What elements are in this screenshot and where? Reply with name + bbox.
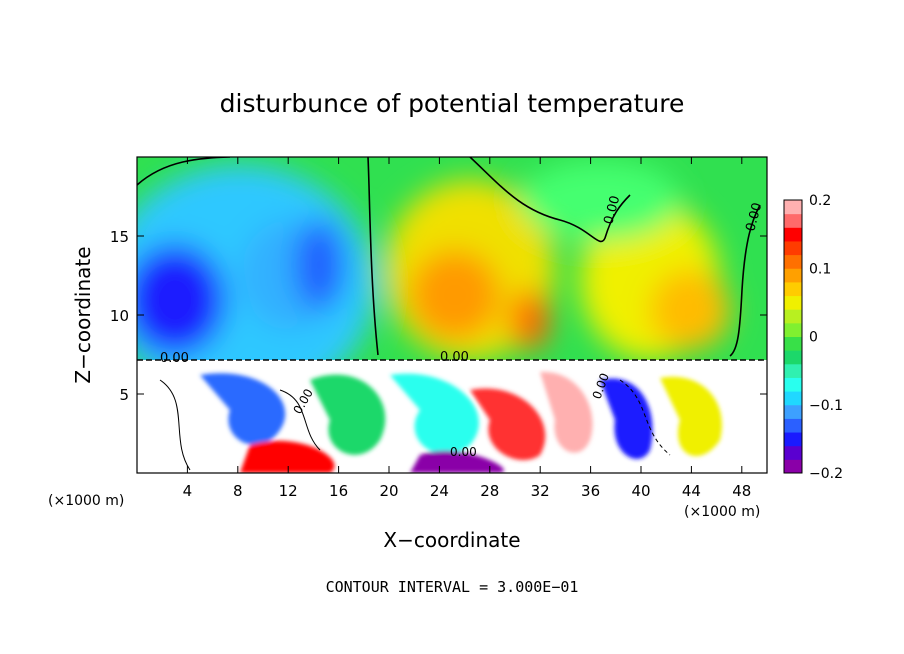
x-tick-label: 8 bbox=[233, 482, 243, 500]
colorbar-swatch bbox=[784, 227, 802, 242]
contour-label: 0.00 bbox=[450, 445, 477, 459]
x-tick-label: 40 bbox=[631, 482, 650, 500]
colorbar-swatch bbox=[784, 445, 802, 460]
x-tick-label: 4 bbox=[183, 482, 193, 500]
x-tick-label: 20 bbox=[379, 482, 398, 500]
colorbar-tick-label: −0.2 bbox=[809, 466, 843, 482]
chart-title: disturbunce of potential temperature bbox=[220, 89, 685, 118]
colorbar-swatch bbox=[784, 336, 802, 351]
colorbar-swatch bbox=[784, 391, 802, 406]
contour-interval-note: CONTOUR INTERVAL = 3.000E−01 bbox=[326, 578, 579, 596]
y-axis-label: Z−coordinate bbox=[71, 246, 95, 383]
colorbar-frame bbox=[783, 199, 803, 474]
x-axis-label: X−coordinate bbox=[383, 528, 520, 552]
colorbar-swatch bbox=[784, 418, 802, 433]
colorbar-tick-label: 0.1 bbox=[809, 261, 831, 277]
heatmap-field bbox=[137, 157, 767, 473]
contour-label: 0.00 bbox=[743, 201, 765, 233]
colorbar-swatch bbox=[784, 295, 802, 310]
colorbar-swatch bbox=[784, 240, 802, 256]
y-tick-label: 10 bbox=[110, 307, 129, 325]
x-tick-label: 12 bbox=[279, 482, 298, 500]
y-axis-ticks: 5 10 15 bbox=[110, 228, 767, 404]
colorbar-swatch bbox=[784, 200, 802, 215]
colorbar-swatch bbox=[784, 350, 802, 365]
colorbar-tick-label: 0.2 bbox=[809, 193, 831, 209]
colorbar-swatch bbox=[784, 213, 802, 228]
colorbar-swatch bbox=[784, 363, 802, 378]
colorbar-swatch bbox=[784, 281, 802, 297]
x-tick-label: 24 bbox=[430, 482, 449, 500]
x-tick-label: 32 bbox=[531, 482, 550, 500]
colorbar-swatch bbox=[784, 268, 802, 283]
colorbar-tick-label: 0 bbox=[809, 330, 818, 346]
colorbar-swatch bbox=[784, 432, 802, 447]
colorbar bbox=[783, 199, 803, 474]
contour-label: 0.00 bbox=[601, 194, 623, 226]
x-tick-label: 44 bbox=[682, 482, 701, 500]
contour-label: 0.00 bbox=[160, 351, 189, 366]
colorbar-ticks: 0.2 0.1 0 −0.1 −0.2 bbox=[809, 193, 843, 482]
colorbar-swatch bbox=[784, 459, 802, 474]
colorbar-swatch bbox=[784, 309, 802, 324]
contour-label: 0.00 bbox=[440, 350, 469, 365]
y-tick-label: 15 bbox=[110, 228, 129, 246]
colorbar-swatch bbox=[784, 377, 802, 392]
colorbar-swatch bbox=[784, 322, 802, 337]
x-unit-right: (×1000 m) bbox=[684, 504, 760, 520]
colorbar-swatch bbox=[784, 404, 802, 419]
y-tick-label: 5 bbox=[119, 386, 129, 404]
x-tick-label: 36 bbox=[581, 482, 600, 500]
colorbar-tick-label: −0.1 bbox=[809, 398, 843, 414]
x-tick-label: 16 bbox=[329, 482, 348, 500]
x-unit-left: (×1000 m) bbox=[48, 493, 124, 509]
x-tick-label: 48 bbox=[732, 482, 751, 500]
x-tick-label: 28 bbox=[480, 482, 499, 500]
colorbar-swatch bbox=[784, 254, 802, 269]
x-axis-ticks: 4 8 12 16 20 24 28 32 36 40 44 48 bbox=[183, 157, 751, 500]
